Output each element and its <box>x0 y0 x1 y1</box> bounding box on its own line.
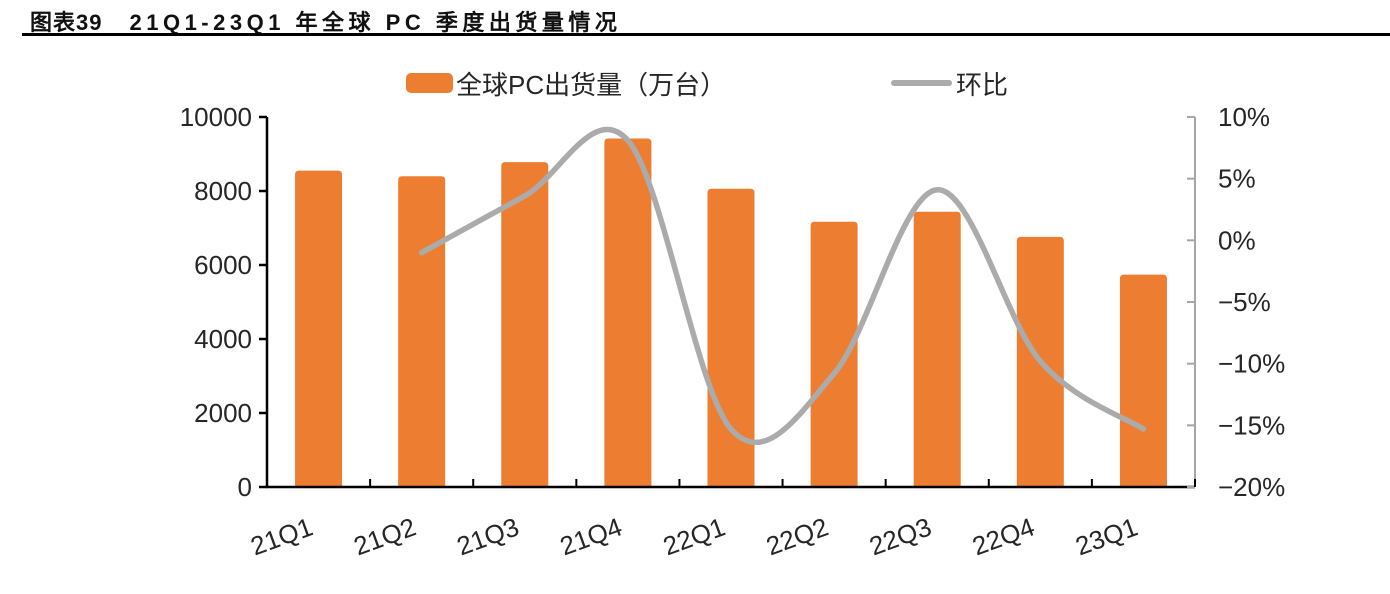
qoq-trend-line <box>418 126 1147 446</box>
left-axis-label-2000: 2000 <box>194 398 252 428</box>
x-axis-label-21Q2: 21Q2 <box>350 511 420 561</box>
x-axis-label-21Q1: 21Q1 <box>247 511 317 561</box>
bar-legend-swatch <box>406 73 453 93</box>
legend-label-qoq: 环比 <box>956 69 1009 100</box>
legend-label-shipments: 全球PC出货量（万台） <box>456 69 727 100</box>
left-axis-label-4000: 4000 <box>194 324 252 354</box>
x-axis-label-22Q4: 22Q4 <box>968 511 1038 561</box>
right-axis-label-5: 5% <box>1218 164 1256 194</box>
bar-21Q2 <box>398 176 446 487</box>
right-axis-label-2: −10% <box>1218 349 1285 379</box>
bar-21Q4 <box>604 138 652 487</box>
left-axis-label-8000: 8000 <box>194 176 252 206</box>
bar-21Q1 <box>295 170 343 487</box>
right-axis-label-1: −15% <box>1218 410 1285 440</box>
bar-23Q1 <box>1119 274 1167 487</box>
figure-title: 21Q1-23Q1 年全球 PC 季度出货量情况 <box>129 10 622 35</box>
x-axis-label-21Q3: 21Q3 <box>453 511 523 561</box>
line-legend-swatch <box>891 80 952 86</box>
bar-21Q3 <box>501 162 549 487</box>
left-axis-label-10000: 10000 <box>180 102 252 132</box>
right-axis-label-0: −20% <box>1218 472 1285 502</box>
right-axis-label-3: −5% <box>1218 287 1271 317</box>
x-axis-label-21Q4: 21Q4 <box>556 511 626 561</box>
right-axis-label-4: 0% <box>1218 225 1256 255</box>
legend-item-shipments: 全球PC出货量（万台） <box>406 66 726 100</box>
figure-number-label: 图表39 <box>30 10 103 35</box>
figure-header: 图表39 21Q1-23Q1 年全球 PC 季度出货量情况 <box>30 5 621 37</box>
x-axis-label-22Q3: 22Q3 <box>865 511 935 561</box>
left-axis-label-6000: 6000 <box>194 250 252 280</box>
right-axis-label-6: 10% <box>1218 102 1270 132</box>
x-axis-label-22Q1: 22Q1 <box>659 511 729 561</box>
x-axis-label-22Q2: 22Q2 <box>762 511 832 561</box>
bar-22Q3 <box>913 211 961 487</box>
legend-item-qoq: 环比 <box>891 66 1008 100</box>
left-axis-label-0: 0 <box>238 472 252 502</box>
bar-22Q2 <box>810 221 858 487</box>
x-axis-label-23Q1: 23Q1 <box>1071 511 1141 561</box>
title-divider-rule <box>22 33 1390 36</box>
